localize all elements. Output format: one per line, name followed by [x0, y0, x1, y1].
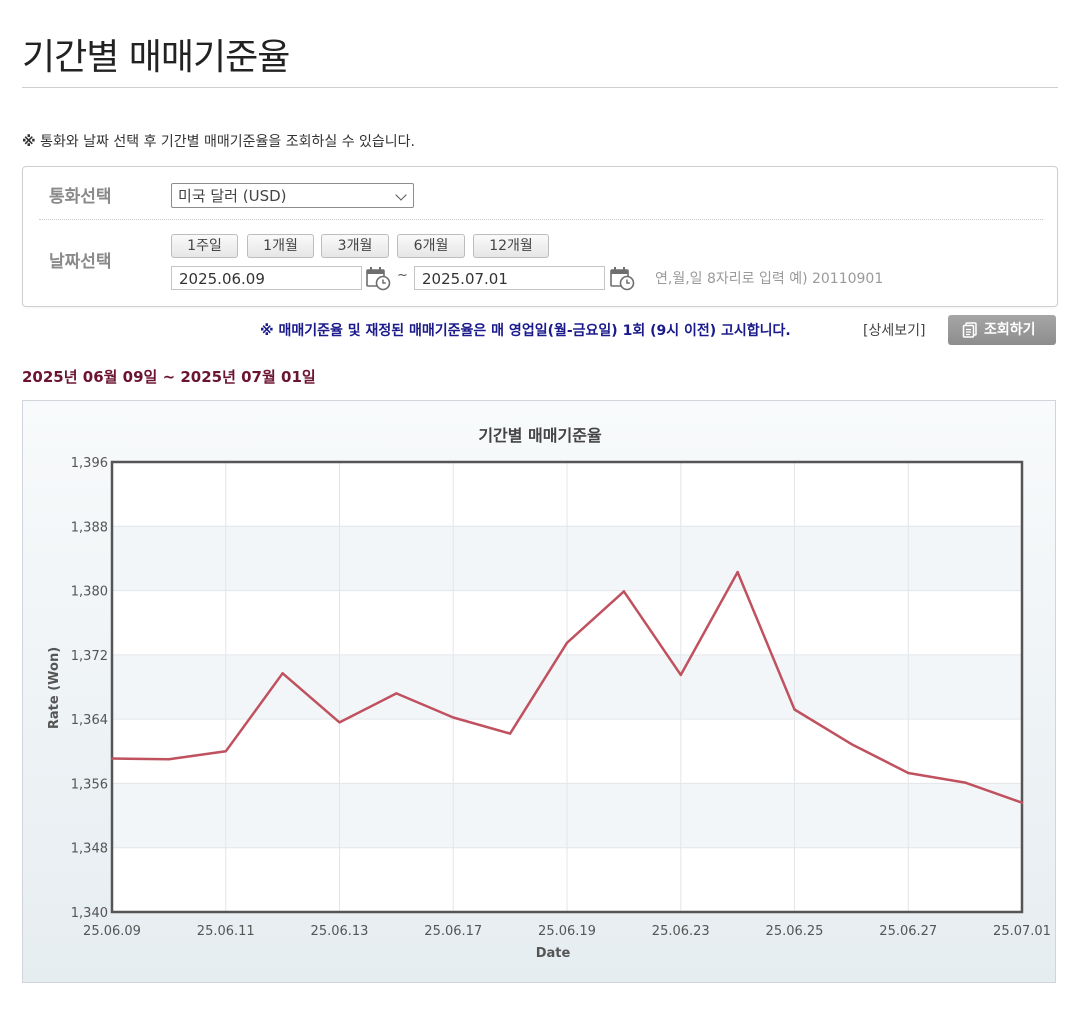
x-tick-label: 25.06.27	[879, 924, 937, 939]
document-icon	[962, 322, 977, 338]
rate-line-chart: 기간별 매매기준율 Date Rate (Won) 1,340 1,348 1,35…	[47, 426, 1051, 961]
chevron-down-icon	[395, 189, 407, 201]
data-point	[110, 757, 114, 760]
form-row-divider	[39, 219, 1043, 220]
data-point	[508, 732, 512, 735]
y-tick-label: 1,388	[71, 520, 108, 535]
end-date-input[interactable]: 2025.07.01	[414, 266, 605, 290]
y-axis-label: Rate (Won)	[47, 647, 62, 729]
date-format-hint: 연,월,일 8자리로 입력 예) 20110901	[655, 271, 884, 287]
page-title: 기간별 매매기준율	[22, 37, 290, 78]
data-point	[565, 641, 569, 645]
search-button[interactable]: 조회하기	[948, 315, 1056, 345]
data-point	[793, 708, 796, 711]
period-button-1month[interactable]: 1개월	[247, 234, 314, 258]
search-form-panel: 통화선택 미국 달러 (USD) 날짜선택 1주일 1개월 3개월 6개월 12…	[22, 166, 1058, 307]
currency-select[interactable]: 미국 달러 (USD)	[171, 183, 414, 208]
y-tick-label: 1,356	[71, 777, 108, 792]
data-point	[224, 750, 227, 753]
start-date-input[interactable]: 2025.06.09	[171, 266, 362, 290]
data-point	[395, 692, 398, 695]
period-button-6month[interactable]: 6개월	[397, 234, 465, 258]
notice-message: 통화와 날짜 선택 후 기간별 매매기준율을 조회하실 수 있습니다.	[35, 134, 416, 150]
data-point	[736, 570, 739, 574]
period-button-1week[interactable]: 1주일	[171, 234, 238, 258]
y-tick-label: 1,372	[71, 649, 108, 664]
x-tick-label: 25.06.19	[538, 924, 596, 939]
y-tick-label: 1,340	[71, 906, 108, 921]
x-tick-label: 25.07.01	[993, 924, 1051, 939]
chart-title: 기간별 매매기준율	[478, 426, 602, 445]
date-range-label: 2025년 06월 09일 ~ 2025년 07월 01일	[22, 368, 316, 386]
x-tick-label: 25.06.25	[766, 924, 824, 939]
y-tick-label: 1,396	[71, 456, 108, 471]
data-point	[167, 758, 171, 761]
currency-label: 통화선택	[49, 187, 112, 207]
notice-mark: ※	[22, 134, 36, 150]
calendar-icon[interactable]	[365, 265, 391, 291]
detail-link[interactable]: [상세보기]	[863, 323, 926, 339]
chart-container: 기간별 매매기준율 Date Rate (Won) 1,340 1,348 1,35…	[22, 400, 1056, 983]
y-tick-label: 1,380	[71, 585, 108, 600]
currency-selected-value: 미국 달러 (USD)	[178, 187, 287, 205]
search-button-label: 조회하기	[984, 322, 1036, 338]
period-button-12month[interactable]: 12개월	[473, 234, 549, 258]
x-tick-label: 25.06.23	[652, 924, 710, 939]
data-point	[679, 673, 682, 677]
x-axis-label: Date	[536, 946, 571, 961]
date-label: 날짜선택	[49, 252, 112, 272]
data-point	[850, 742, 853, 746]
data-point	[622, 590, 626, 593]
date-range-separator: ~	[397, 268, 408, 283]
y-tick-label: 1,348	[71, 842, 108, 857]
notice-text: ※ 통화와 날짜 선택 후 기간별 매매기준율을 조회하실 수 있습니다.	[22, 131, 415, 151]
x-tick-label: 25.06.09	[83, 924, 141, 939]
data-point	[452, 716, 455, 719]
title-divider	[22, 87, 1058, 88]
calendar-icon[interactable]	[609, 265, 635, 291]
data-point	[281, 672, 284, 675]
data-point	[338, 721, 341, 724]
x-tick-label: 25.06.11	[197, 924, 255, 939]
data-point	[1020, 801, 1024, 804]
data-point	[907, 771, 910, 775]
data-point	[963, 781, 967, 784]
rate-notice: ※ 매매기준율 및 재정된 매매기준율은 매 영업일(월-금요일) 1회 (9시…	[260, 323, 791, 339]
period-button-3month[interactable]: 3개월	[321, 234, 389, 258]
y-tick-label: 1,364	[71, 713, 108, 728]
x-tick-label: 25.06.17	[424, 924, 482, 939]
plot-border	[110, 460, 1024, 914]
x-tick-label: 25.06.13	[311, 924, 369, 939]
